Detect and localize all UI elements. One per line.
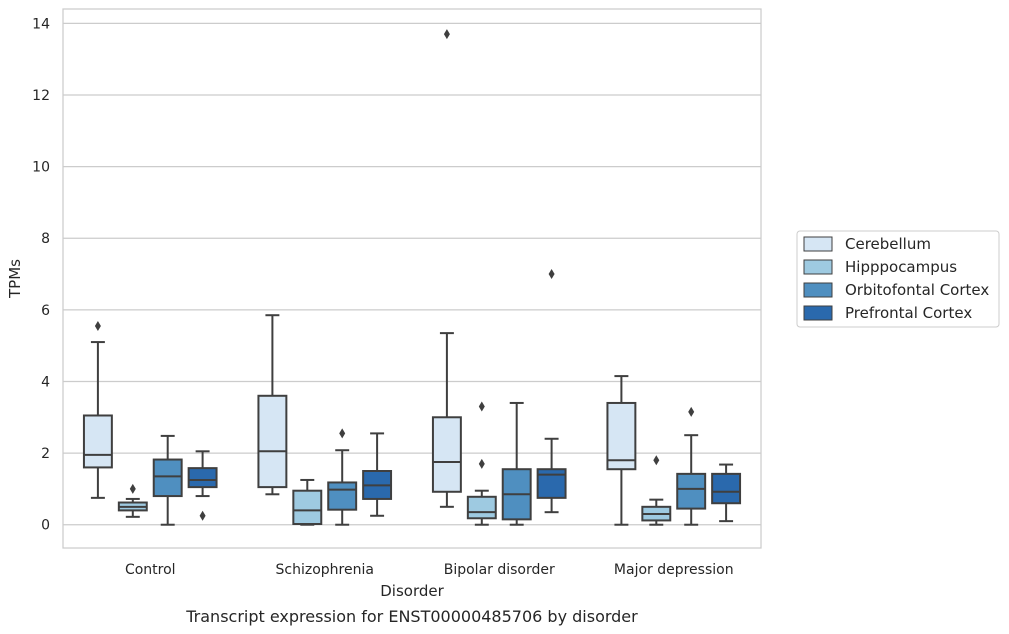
- outlier-point: [443, 29, 450, 40]
- legend-label: Prefrontal Cortex: [845, 304, 972, 322]
- box-prefrontal-cortex: [362, 432, 393, 517]
- box-iqr: [292, 489, 323, 526]
- legend: Cerebellum Hipppocampus Orbitofontal Corte…: [796, 230, 1000, 328]
- box-iqr: [431, 416, 462, 493]
- box-cerebellum: [82, 320, 113, 499]
- box-prefrontal-cortex: [711, 463, 742, 523]
- legend-label: Orbitofontal Cortex: [845, 281, 989, 299]
- y-axis-title: TPMs: [6, 259, 24, 299]
- outlier-point: [688, 406, 695, 417]
- outlier-point: [478, 401, 485, 412]
- box-iqr: [711, 472, 742, 505]
- y-tick-label: 2: [41, 446, 50, 462]
- box-layer: [82, 29, 742, 526]
- legend-label: Cerebellum: [845, 235, 931, 253]
- box-hipppocampus: [117, 483, 148, 518]
- box-iqr: [466, 495, 497, 520]
- box-cerebellum: [431, 29, 462, 508]
- box-iqr: [152, 458, 183, 498]
- outlier-point: [548, 269, 555, 280]
- box-cerebellum: [606, 375, 637, 526]
- box-prefrontal-cortex: [187, 450, 218, 521]
- legend-swatch: [803, 305, 833, 321]
- outlier-point: [129, 483, 136, 494]
- box-cerebellum: [257, 314, 288, 496]
- x-axis-title: Disorder: [380, 582, 444, 600]
- x-tick-label: Control: [125, 562, 176, 578]
- box-hipppocampus: [466, 401, 497, 526]
- y-tick-label: 12: [32, 88, 50, 104]
- x-tick-label: Schizophrenia: [276, 562, 374, 578]
- y-tick-label: 4: [41, 374, 50, 390]
- y-tick-label: 6: [41, 303, 50, 319]
- outlier-point: [653, 455, 660, 466]
- box-prefrontal-cortex: [536, 269, 567, 514]
- y-tick-label: 8: [41, 231, 50, 247]
- box-iqr: [82, 414, 113, 469]
- x-tick-labels: Control Schizophrenia Bipolar disorder Majo…: [125, 562, 734, 578]
- legend-swatch: [803, 282, 833, 298]
- x-tick-label: Major depression: [614, 562, 734, 578]
- box-orbitofontal-cortex: [501, 401, 532, 526]
- box-orbitofontal-cortex: [327, 428, 358, 526]
- outlier-point: [94, 320, 101, 331]
- y-tick-labels: 0 2 4 6 8 10 12 14: [32, 16, 50, 533]
- box-orbitofontal-cortex: [676, 406, 707, 526]
- box-iqr: [606, 401, 637, 471]
- x-tick-label: Bipolar disorder: [444, 562, 555, 578]
- grid-layer: [63, 22, 761, 526]
- y-tick-label: 0: [41, 518, 50, 534]
- y-tick-label: 14: [32, 16, 50, 32]
- plot-area-frame: [62, 8, 762, 549]
- box-hipppocampus: [641, 455, 672, 526]
- legend-swatch: [803, 259, 833, 275]
- outlier-point: [478, 458, 485, 469]
- box-iqr: [257, 394, 288, 489]
- legend-label: Hipppocampus: [845, 258, 957, 276]
- box-orbitofontal-cortex: [152, 434, 183, 526]
- box-hipppocampus: [292, 478, 323, 526]
- figure-caption: Transcript expression for ENST0000048570…: [185, 607, 638, 626]
- legend-swatch: [803, 236, 833, 252]
- legend-frame: [796, 230, 1000, 328]
- box-iqr: [187, 467, 218, 489]
- box-iqr: [536, 468, 567, 499]
- outlier-point: [199, 510, 206, 521]
- box-iqr: [327, 481, 358, 511]
- box-iqr: [676, 472, 707, 510]
- outlier-point: [339, 428, 346, 439]
- y-tick-label: 10: [32, 160, 50, 176]
